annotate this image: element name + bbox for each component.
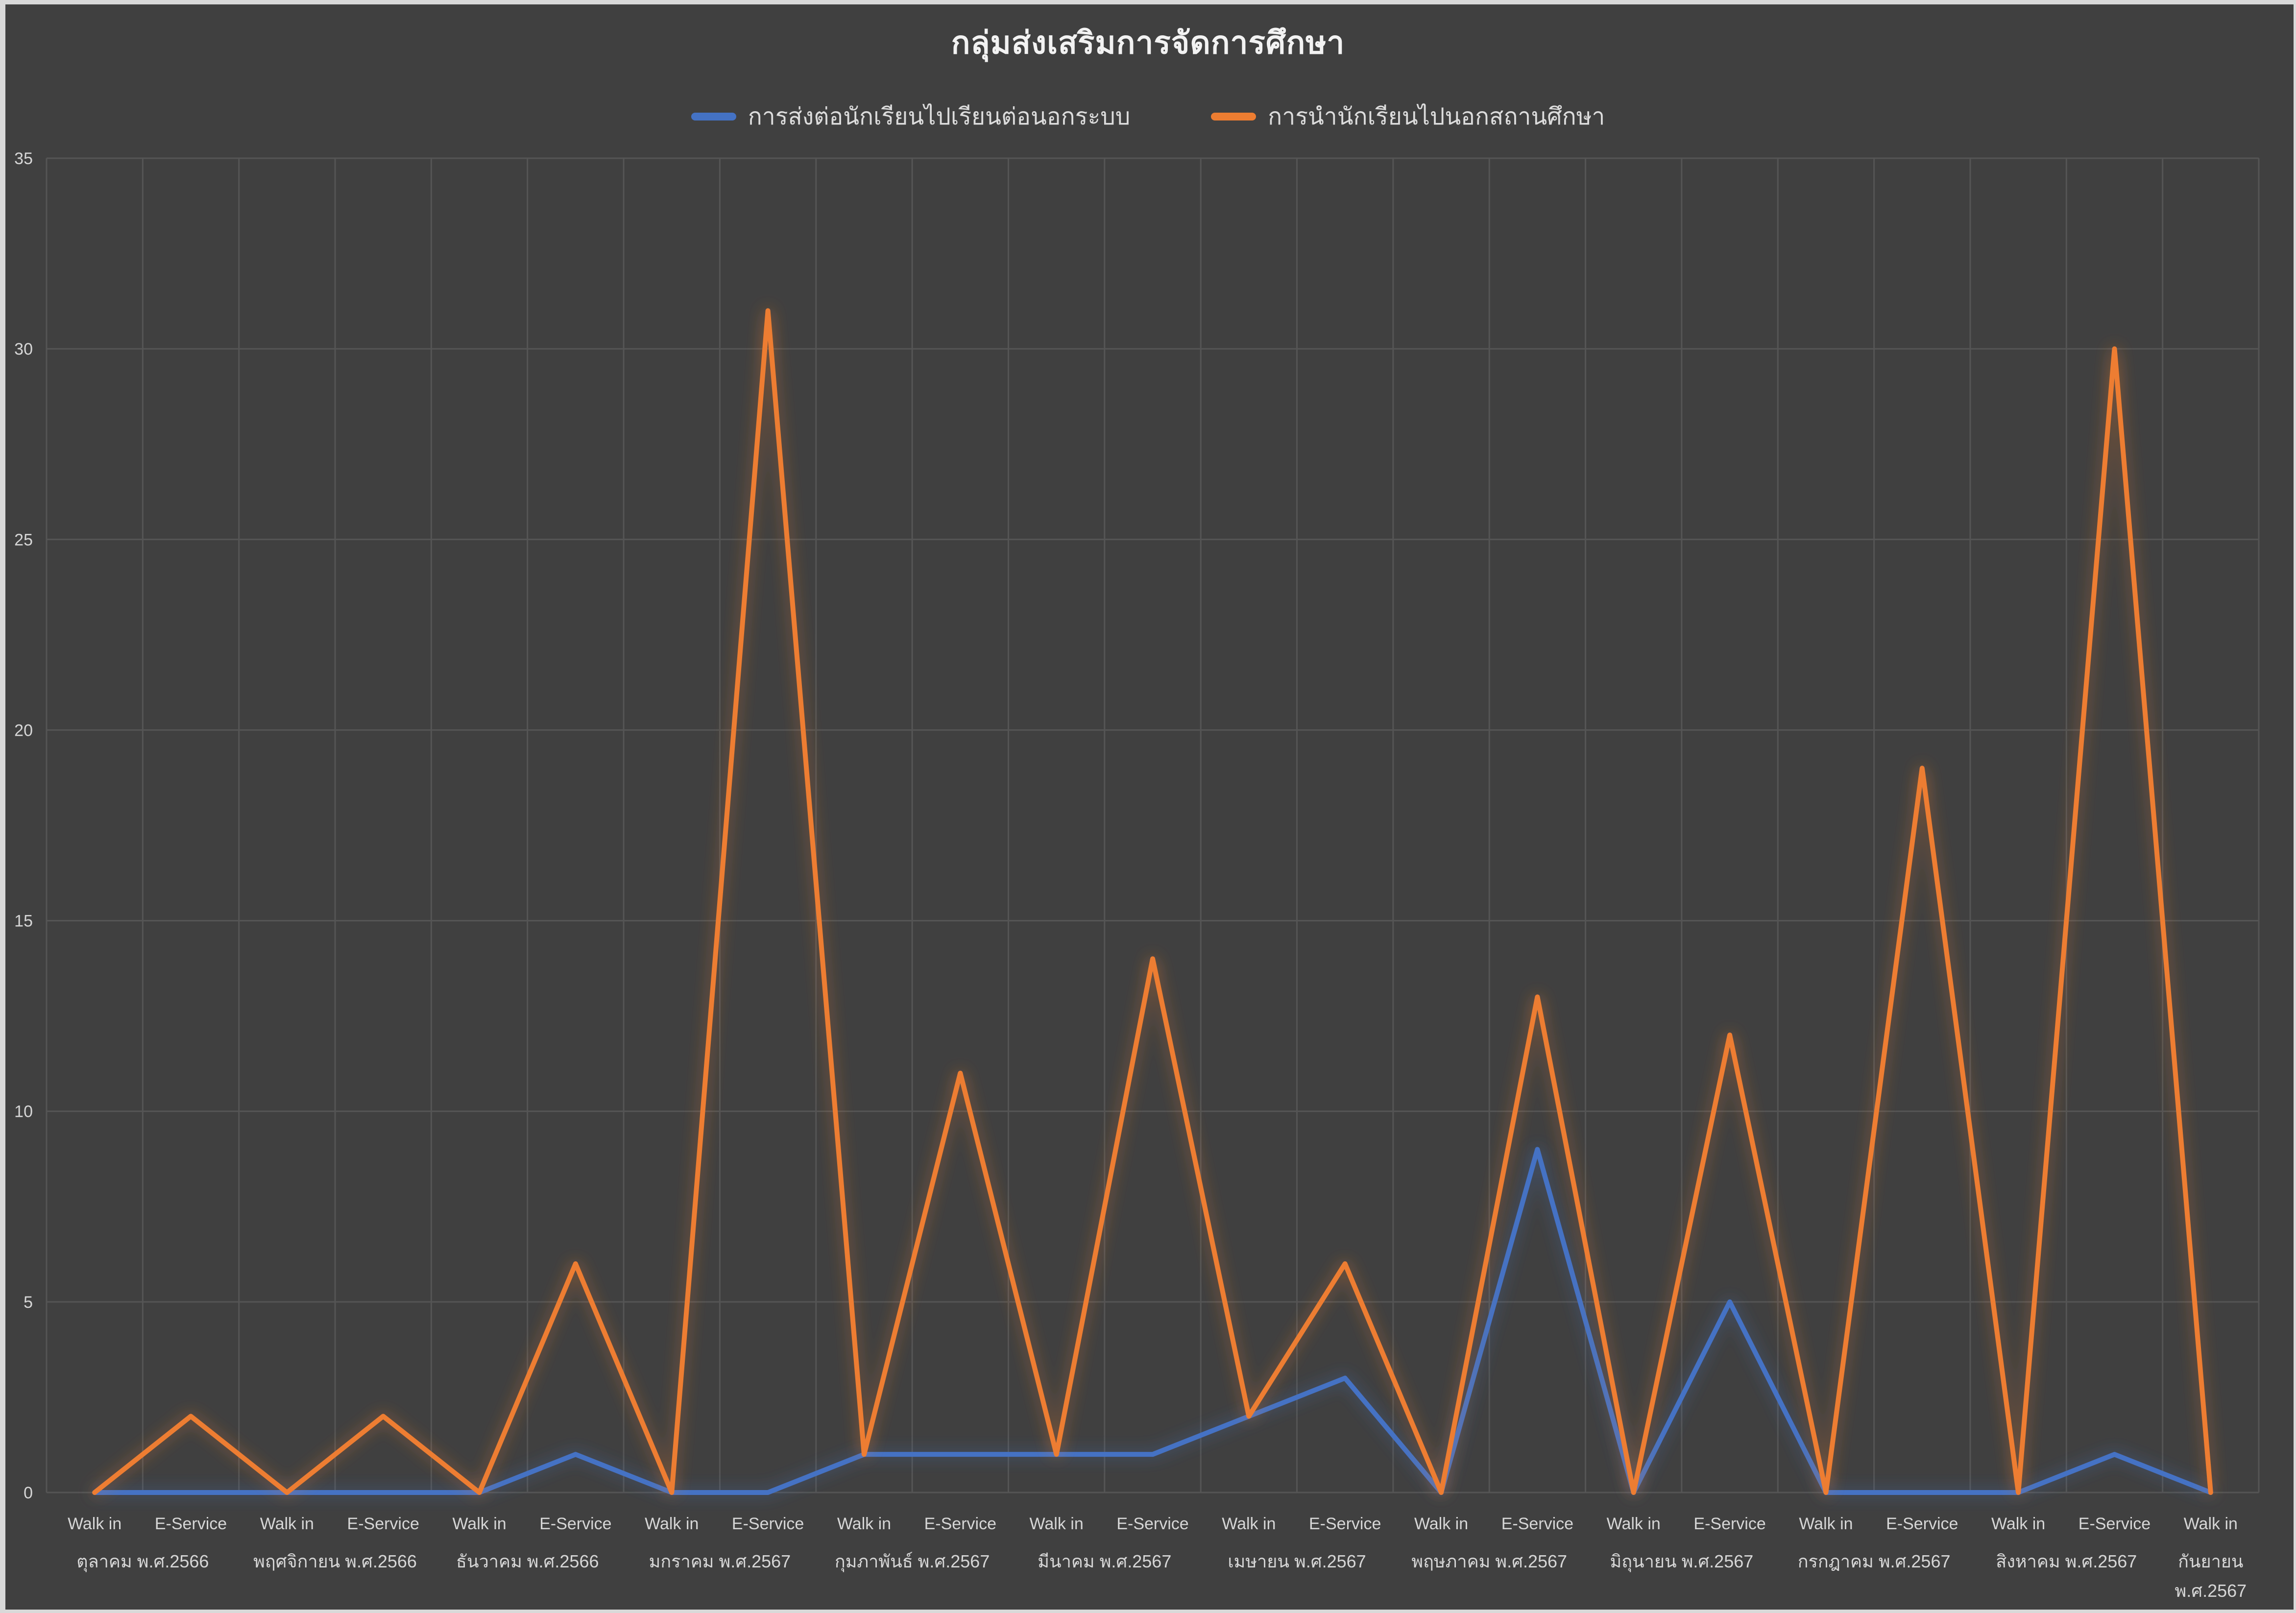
x-axis-month-label: มีนาคม พ.ศ.2567 — [1038, 1551, 1171, 1571]
x-axis-category-label: Walk in — [837, 1515, 891, 1533]
x-axis-category-label: E-Service — [1309, 1515, 1381, 1533]
x-axis-category-label: Walk in — [645, 1515, 699, 1533]
y-axis-tick-label: 25 — [14, 530, 33, 549]
x-axis-month-label: ธันวาคม พ.ศ.2566 — [456, 1551, 599, 1571]
y-axis-tick-label: 35 — [14, 149, 33, 168]
legend-item-referral-series: การส่งต่อนักเรียนไปเรียนต่อนอกระบบ — [691, 98, 1130, 135]
chart-canvas — [5, 4, 2294, 1610]
legend-label-referral-series: การส่งต่อนักเรียนไปเรียนต่อนอกระบบ — [748, 104, 1131, 130]
x-axis-category-label: Walk in — [1030, 1515, 1084, 1533]
x-axis-category-label: Walk in — [2184, 1515, 2238, 1533]
x-axis-month-label: เมษายน พ.ศ.2567 — [1228, 1551, 1366, 1571]
x-axis-month-label: กรกฎาคม พ.ศ.2567 — [1798, 1551, 1951, 1571]
x-axis-category-label: E-Service — [2078, 1515, 2151, 1533]
x-axis-category-label: E-Service — [155, 1515, 227, 1533]
x-axis-category-label: Walk in — [1799, 1515, 1853, 1533]
y-axis-tick-label: 15 — [14, 912, 33, 931]
legend-marker-orange-line — [1211, 113, 1257, 120]
x-axis-category-label: E-Service — [1693, 1515, 1765, 1533]
x-axis-category-label: Walk in — [452, 1515, 506, 1533]
x-axis-month-label: กันยายนพ.ศ.2567 — [2175, 1551, 2247, 1601]
x-axis-category-label: E-Service — [347, 1515, 419, 1533]
x-axis-category-label: E-Service — [924, 1515, 996, 1533]
x-axis-month-label: มิถุนายน พ.ศ.2567 — [1610, 1551, 1754, 1572]
x-axis-month-label: สิงหาคม พ.ศ.2567 — [1996, 1551, 2137, 1571]
x-axis-month-label: ตุลาคม พ.ศ.2566 — [76, 1551, 209, 1572]
series-line-blue — [92, 1147, 2213, 1495]
y-axis-tick-label: 30 — [14, 340, 33, 359]
x-axis-category-label: Walk in — [260, 1515, 314, 1533]
legend: การส่งต่อนักเรียนไปเรียนต่อนอกระบบ การนำ… — [0, 98, 2296, 135]
series-line-orange — [92, 308, 2213, 1495]
x-axis-category-label: E-Service — [732, 1515, 804, 1533]
y-axis-tick-label: 10 — [14, 1103, 33, 1121]
x-axis-category-label: E-Service — [1116, 1515, 1188, 1533]
legend-marker-blue-line — [691, 113, 736, 120]
legend-label-field-trip-series: การนำนักเรียนไปนอกสถานศึกษา — [1268, 104, 1605, 130]
x-axis-month-label: กุมภาพันธ์ พ.ศ.2567 — [835, 1551, 990, 1572]
x-axis-month-label: มกราคม พ.ศ.2567 — [649, 1551, 791, 1571]
y-axis-tick-label: 20 — [14, 721, 33, 740]
x-axis-category-label: Walk in — [1414, 1515, 1468, 1533]
x-axis-category-label: E-Service — [1501, 1515, 1573, 1533]
x-axis-category-label: Walk in — [68, 1515, 121, 1533]
x-axis-category-label: E-Service — [1886, 1515, 1958, 1533]
x-axis-category-label: E-Service — [539, 1515, 611, 1533]
x-axis-category-label: Walk in — [1991, 1515, 2045, 1533]
x-axis-category-label: Walk in — [1222, 1515, 1276, 1533]
chart-title: กลุ่มส่งเสริมการจัดการศึกษา — [951, 25, 1345, 60]
legend-item-field-trip-series: การนำนักเรียนไปนอกสถานศึกษา — [1211, 98, 1605, 135]
y-axis-tick-label: 5 — [24, 1293, 33, 1312]
x-axis-month-label: พฤศจิกายน พ.ศ.2566 — [253, 1551, 417, 1571]
x-axis-category-label: Walk in — [1607, 1515, 1661, 1533]
y-axis-tick-label: 0 — [24, 1484, 33, 1502]
x-axis-month-label: พฤษภาคม พ.ศ.2567 — [1411, 1551, 1567, 1571]
